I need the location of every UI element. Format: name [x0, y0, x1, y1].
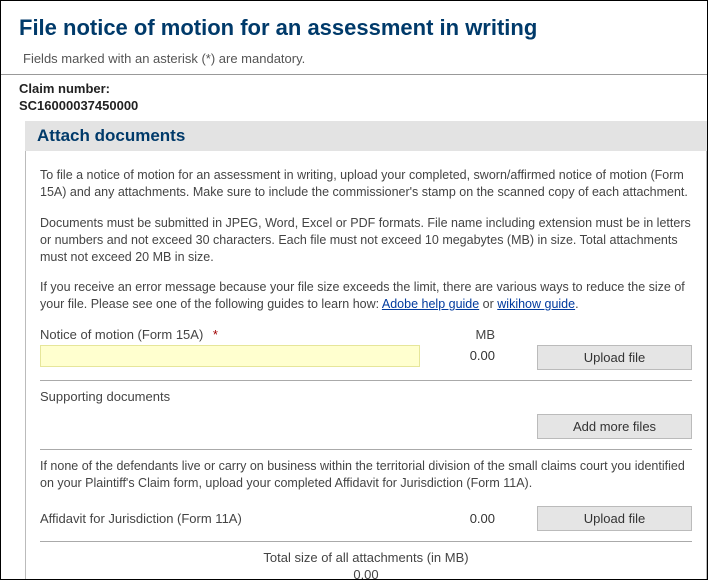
adobe-help-link[interactable]: Adobe help guide: [382, 297, 479, 311]
affidavit-size: 0.00: [435, 511, 495, 526]
notice-of-motion-size: 0.00: [435, 348, 495, 363]
instructions-para-1: To file a notice of motion for an assess…: [40, 167, 692, 201]
page-title: File notice of motion for an assessment …: [19, 15, 691, 41]
jurisdiction-note: If none of the defendants live or carry …: [40, 458, 692, 492]
notice-of-motion-file-input[interactable]: [40, 345, 420, 367]
header-divider: [1, 74, 708, 75]
add-more-files-row: Add more files: [40, 414, 692, 439]
divider-after-notice: [40, 380, 692, 381]
affidavit-row: Affidavit for Jurisdiction (Form 11A) 0.…: [40, 506, 692, 531]
instructions-para-2: Documents must be submitted in JPEG, Wor…: [40, 215, 692, 266]
mb-header: MB: [435, 327, 495, 342]
total-size-label: Total size of all attachments (in MB): [263, 550, 468, 565]
notice-of-motion-row: Notice of motion (Form 15A) * MB 0.00 Up…: [40, 327, 692, 370]
para3-or: or: [479, 297, 497, 311]
para3-text: If you receive an error message because …: [40, 280, 685, 311]
claim-number-value: SC16000037450000: [19, 98, 691, 113]
total-size-row: Total size of all attachments (in MB) 0.…: [40, 550, 692, 580]
notice-of-motion-upload-button[interactable]: Upload file: [537, 345, 692, 370]
page-inner: File notice of motion for an assessment …: [1, 1, 707, 580]
para3-period: .: [575, 297, 578, 311]
instructions-para-3: If you receive an error message because …: [40, 279, 692, 313]
required-star: *: [207, 327, 218, 342]
divider-after-affidavit: [40, 541, 692, 542]
mb-column: MB 0.00: [435, 327, 495, 363]
form-page: File notice of motion for an assessment …: [0, 0, 708, 580]
notice-of-motion-button-col: Upload file: [495, 327, 692, 370]
total-size-value: 0.00: [40, 567, 692, 580]
affidavit-button-col: Upload file: [495, 506, 692, 531]
supporting-documents-label: Supporting documents: [40, 389, 692, 404]
notice-of-motion-label: Notice of motion (Form 15A): [40, 327, 203, 342]
add-more-files-button[interactable]: Add more files: [537, 414, 692, 439]
affidavit-upload-button[interactable]: Upload file: [537, 506, 692, 531]
attach-documents-body: To file a notice of motion for an assess…: [25, 151, 707, 580]
notice-of-motion-label-col: Notice of motion (Form 15A) *: [40, 327, 435, 367]
mandatory-note: Fields marked with an asterisk (*) are m…: [19, 51, 691, 66]
divider-after-supporting: [40, 449, 692, 450]
affidavit-label: Affidavit for Jurisdiction (Form 11A): [40, 511, 435, 526]
wikihow-link[interactable]: wikihow guide: [497, 297, 575, 311]
attach-documents-header: Attach documents: [25, 121, 707, 151]
claim-number-label: Claim number:: [19, 81, 691, 96]
